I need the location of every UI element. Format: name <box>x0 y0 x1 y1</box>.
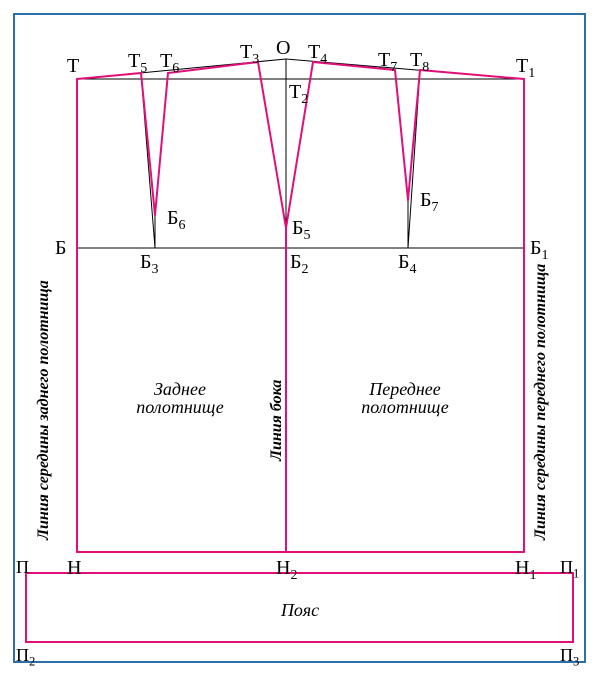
point-label-B3: Б3 <box>140 252 158 277</box>
point-label-sub: 2 <box>301 92 308 107</box>
diagram-stage: { "canvas": { "w": 599, "h": 676, "backg… <box>0 0 599 676</box>
point-label-sub: 1 <box>528 66 535 81</box>
point-label-main: Б <box>140 251 151 273</box>
point-label-main: Б <box>420 189 431 211</box>
point-label-sub: 8 <box>422 60 429 75</box>
point-label-main: Н <box>515 557 529 579</box>
magenta-lines <box>26 62 573 642</box>
point-label-main: Б <box>398 251 409 273</box>
point-label-main: П <box>16 557 29 577</box>
point-label-B2: Б2 <box>290 252 308 277</box>
line-T3-B5 <box>258 62 286 228</box>
point-label-P: П <box>16 558 29 576</box>
point-label-T4: Т4 <box>308 42 327 67</box>
point-label-sub: 5 <box>303 228 310 243</box>
point-label-main: Т <box>378 49 390 71</box>
point-label-sub: 6 <box>178 218 185 233</box>
point-label-main: Т <box>308 41 320 63</box>
point-label-B6: Б6 <box>167 208 185 233</box>
point-label-sub: 6 <box>172 61 179 76</box>
point-label-T5: Т5 <box>128 51 147 76</box>
point-label-sub: 7 <box>390 60 397 75</box>
point-label-T: Т <box>67 56 79 76</box>
point-label-P2: П2 <box>16 646 35 668</box>
line-T8-T1 <box>420 70 524 79</box>
point-label-sub: 4 <box>409 262 416 277</box>
point-label-main: Б <box>292 217 303 239</box>
point-label-sub: 5 <box>140 61 147 76</box>
point-label-sub: 2 <box>290 568 297 583</box>
point-label-sub: 4 <box>320 52 327 67</box>
vertical-label-back_mid: Линия середины заднего полотнища <box>35 290 53 540</box>
point-label-main: О <box>276 37 290 59</box>
point-label-main: П <box>560 557 573 577</box>
point-label-main: Т <box>128 50 140 72</box>
vertical-label-side: Линия бока <box>268 310 286 530</box>
point-label-T8: Т8 <box>410 50 429 75</box>
point-label-T7: Т7 <box>378 50 397 75</box>
point-label-H: Н <box>67 558 81 578</box>
point-label-main: Б <box>55 237 66 259</box>
point-label-main: Т <box>160 50 172 72</box>
point-label-B4: Б4 <box>398 252 416 277</box>
point-label-sub: 3 <box>151 262 158 277</box>
point-label-T2: Т2 <box>289 82 308 107</box>
point-label-sub: 3 <box>573 655 579 669</box>
line-T7-B7 <box>395 70 408 200</box>
point-label-P1: П1 <box>560 558 579 580</box>
area-label-back: Заднее полотнище <box>136 380 224 416</box>
point-label-sub: 2 <box>29 655 35 669</box>
outer-frame <box>14 14 585 662</box>
point-label-main: Н <box>276 557 290 579</box>
point-label-B7: Б7 <box>420 190 438 215</box>
point-label-T3: Т3 <box>240 42 259 67</box>
point-label-main: Т <box>67 55 79 77</box>
point-label-H1: Н1 <box>515 558 536 583</box>
point-label-sub: 3 <box>252 52 259 67</box>
point-label-main: Т <box>289 81 301 103</box>
point-label-main: Т <box>410 49 422 71</box>
point-label-main: Б <box>290 251 301 273</box>
line-T5-B6 <box>141 73 155 215</box>
point-label-main: П <box>560 645 573 665</box>
point-label-main: Б <box>530 237 541 259</box>
point-label-sub: 7 <box>431 200 438 215</box>
line-T6-B6 <box>155 73 168 215</box>
point-label-B5: Б5 <box>292 218 310 243</box>
area-label-front: Переднее полотнище <box>361 380 449 416</box>
point-label-O: О <box>276 38 290 58</box>
point-label-H2: Н2 <box>276 558 297 583</box>
point-label-T6: Т6 <box>160 51 179 76</box>
point-label-main: П <box>16 645 29 665</box>
point-label-B: Б <box>55 238 66 258</box>
line-T8-B7 <box>408 70 420 200</box>
vertical-label-front_mid: Линия середины переднего полотнища <box>532 290 550 540</box>
area-label-belt: Пояс <box>281 601 319 619</box>
point-label-main: Б <box>167 207 178 229</box>
point-label-main: Н <box>67 557 81 579</box>
point-label-sub: 1 <box>573 567 579 581</box>
point-label-sub: 1 <box>529 568 536 583</box>
point-label-main: Т <box>516 55 528 77</box>
point-label-B1: Б1 <box>530 238 548 263</box>
point-label-T1: Т1 <box>516 56 535 81</box>
point-label-main: Т <box>240 41 252 63</box>
point-label-P3: П3 <box>560 646 579 668</box>
point-label-sub: 2 <box>301 262 308 277</box>
point-label-sub: 1 <box>541 248 548 263</box>
